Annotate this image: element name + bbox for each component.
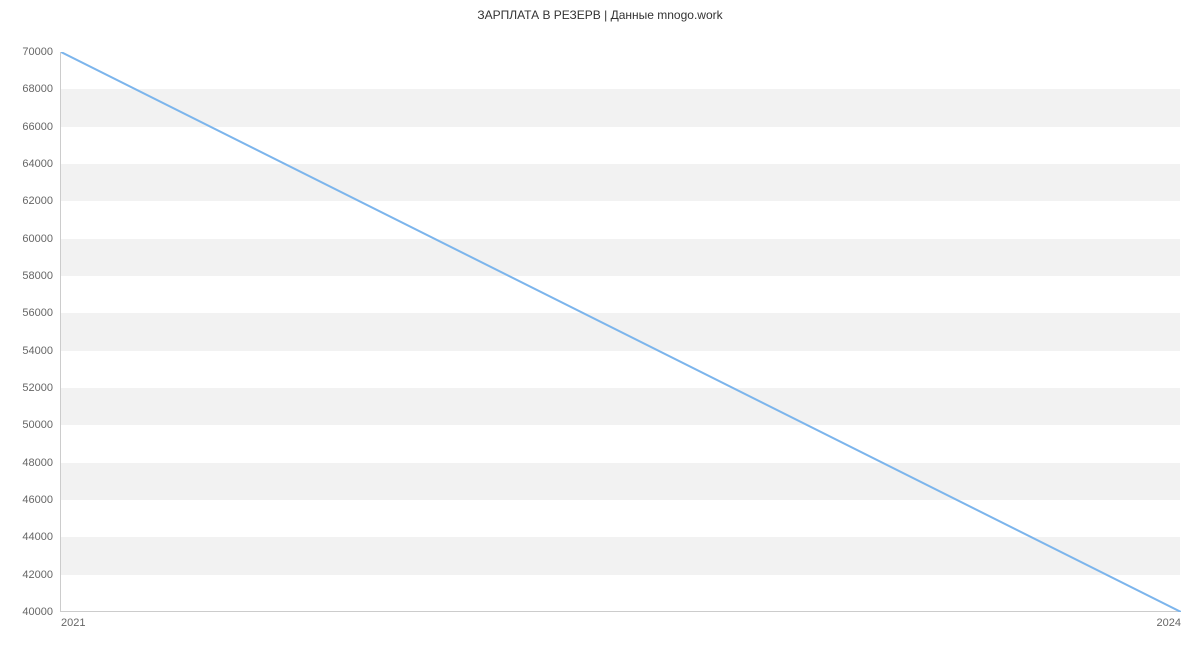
y-tick-label: 64000 [22,158,61,170]
y-tick-label: 40000 [22,606,61,618]
y-tick-label: 68000 [22,83,61,95]
series-line-salary [61,52,1181,612]
y-tick-label: 48000 [22,457,61,469]
chart-container: ЗАРПЛАТА В РЕЗЕРВ | Данные mnogo.work 40… [0,0,1200,650]
y-tick-label: 54000 [22,345,61,357]
y-tick-label: 46000 [22,494,61,506]
y-tick-label: 52000 [22,382,61,394]
y-tick-label: 50000 [22,419,61,431]
series-svg [61,52,1181,612]
y-tick-label: 70000 [22,46,61,58]
y-tick-label: 42000 [22,569,61,581]
y-tick-label: 58000 [22,270,61,282]
y-tick-label: 56000 [22,307,61,319]
y-tick-label: 44000 [22,531,61,543]
y-tick-label: 62000 [22,195,61,207]
x-tick-label: 2021 [61,611,85,629]
y-tick-label: 60000 [22,233,61,245]
chart-title: ЗАРПЛАТА В РЕЗЕРВ | Данные mnogo.work [0,8,1200,22]
y-tick-label: 66000 [22,121,61,133]
plot-area: 4000042000440004600048000500005200054000… [60,52,1180,612]
x-tick-label: 2024 [1157,611,1181,629]
